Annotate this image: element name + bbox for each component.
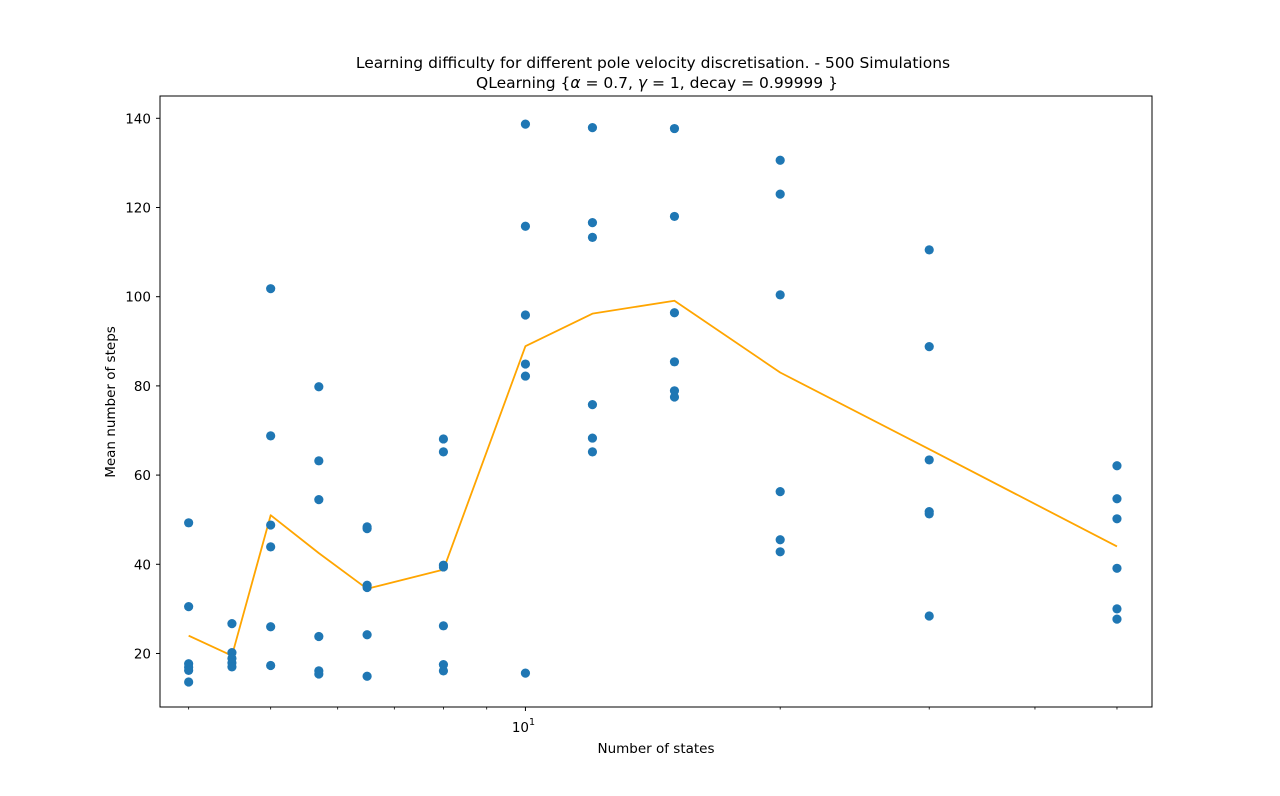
scatter-point: [314, 669, 324, 679]
scatter-point: [924, 342, 934, 352]
scatter-point: [669, 211, 680, 222]
scatter-point: [266, 284, 276, 294]
x-axis: 101: [188, 707, 1118, 736]
scatter-point: [266, 622, 276, 632]
scatter-point: [924, 509, 934, 519]
scatter-point: [520, 668, 531, 678]
y-tick-label: 40: [134, 557, 151, 573]
chart-subtitle: QLearning {α = 0.7, γ = 1, decay = 0.999…: [476, 74, 838, 92]
scatter-point: [775, 189, 785, 199]
scatter-point: [520, 371, 531, 381]
scatter-point: [184, 677, 194, 687]
chart-title: Learning difficulty for different pole v…: [356, 54, 950, 72]
mean-line: [188, 299, 1118, 657]
scatter-point: [314, 631, 324, 642]
y-tick-label: 60: [134, 468, 151, 484]
scatter-point: [227, 619, 237, 629]
scatter-point: [520, 119, 531, 129]
scatter-point: [669, 308, 680, 318]
scatter-point: [184, 665, 194, 676]
scatter-point: [362, 524, 372, 534]
scatter-point: [438, 434, 449, 444]
scatter-point: [775, 535, 785, 545]
chart-subtitle-part-1: QLearning {: [476, 74, 570, 92]
chart-subtitle-gamma: γ: [638, 74, 648, 92]
y-axis: 20 40 60 80 100 120 140: [125, 111, 160, 662]
scatter-point: [1112, 604, 1122, 614]
scatter-point: [362, 671, 372, 681]
plot-frame: [159, 95, 1153, 708]
scatter-point: [438, 666, 449, 676]
chart-subtitle-part-2: = 0.7,: [581, 74, 638, 92]
scatter-point: [266, 542, 276, 552]
scatter-point: [314, 382, 324, 392]
x-tick-label: 101: [512, 717, 535, 736]
scatter-point: [587, 433, 598, 443]
scatter-point: [184, 518, 194, 528]
scatter-point: [1112, 563, 1122, 573]
y-tick-label: 80: [134, 379, 151, 395]
scatter-point: [587, 447, 598, 457]
scatter-point: [520, 310, 531, 320]
scatter-point: [1112, 461, 1122, 471]
chart-subtitle-alpha: α: [570, 74, 580, 92]
scatter-point: [362, 582, 372, 593]
scatter-point: [587, 232, 598, 242]
scatter-point: [314, 495, 324, 505]
scatter-point: [438, 621, 449, 631]
y-tick-label: 20: [134, 646, 151, 662]
scatter-point: [1112, 514, 1122, 524]
scatter-point: [1112, 614, 1122, 624]
scatter-point: [266, 660, 276, 671]
scatter-point: [266, 431, 276, 441]
scatter-point: [669, 392, 680, 402]
y-axis-label: Mean number of steps: [103, 326, 119, 478]
scatter-point: [669, 357, 680, 367]
scatter-point: [227, 662, 237, 672]
x-axis-label: Number of states: [597, 741, 714, 757]
y-tick-label: 100: [125, 290, 151, 306]
x-tick-label-base: 10: [512, 720, 529, 736]
scatter-point: [1112, 494, 1122, 504]
scatter-point: [587, 218, 598, 228]
scatter-point: [669, 123, 680, 134]
chart-subtitle-part-3: = 1, decay = 0.99999 }: [647, 74, 838, 92]
scatter-point: [520, 359, 531, 369]
plot-area: [184, 119, 1122, 687]
y-tick-label: 140: [125, 111, 151, 127]
scatter-point: [924, 245, 934, 255]
scatter-point: [924, 455, 934, 465]
scatter-point: [438, 447, 449, 457]
scatter-point: [587, 123, 598, 133]
scatter-point: [775, 290, 785, 300]
scatter-point: [314, 456, 324, 466]
y-tick-label: 120: [125, 200, 151, 216]
scatter-point: [775, 155, 785, 165]
scatter-point: [438, 562, 449, 572]
scatter-point: [362, 630, 372, 640]
scatter-point: [520, 221, 531, 231]
x-tick-label-exponent: 1: [529, 717, 535, 728]
scatter-point: [266, 520, 276, 530]
scatter-point: [184, 602, 194, 612]
scatter-point: [775, 486, 785, 497]
scatter-point: [587, 400, 598, 410]
scatter-point: [924, 611, 934, 621]
scatter-point: [775, 547, 785, 557]
